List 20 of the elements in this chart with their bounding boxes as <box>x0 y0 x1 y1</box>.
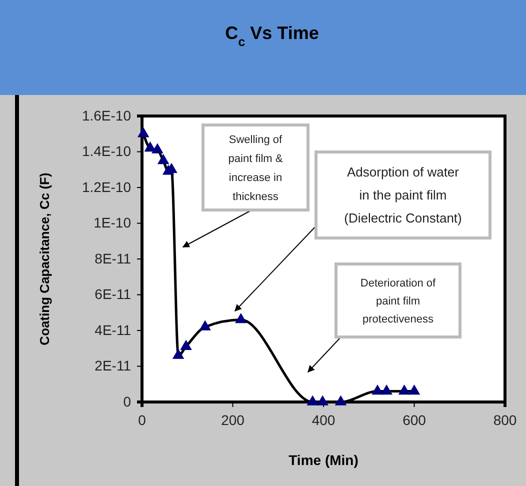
y-tick-label: 2E-11 <box>94 358 132 374</box>
x-tick-label: 400 <box>312 412 336 428</box>
x-axis-title: Time (Min) <box>288 452 358 468</box>
chart-title: C$_{c}$ Vs Time <box>225 23 319 49</box>
y-tick-label: 6E-11 <box>94 286 132 302</box>
x-tick-label: 800 <box>493 412 517 428</box>
x-tick-label: 200 <box>221 412 245 428</box>
annotation: Adsorption of water in the paint film (Dielectric Constant) <box>344 164 462 226</box>
y-tick-label: 1.6E-10 <box>82 107 132 124</box>
x-tick-label: 0 <box>138 412 146 428</box>
y-tick-label: 1.4E-10 <box>82 143 132 160</box>
y-tick-label: 4E-11 <box>94 322 132 338</box>
annotation: Deterioration of paint film protectiveness <box>360 277 437 326</box>
x-tick-label: 600 <box>402 412 426 428</box>
y-tick-label: 0 <box>123 393 132 410</box>
y-axis-title: Coating Capacitance, Cc (F) <box>37 172 52 346</box>
y-tick-label: 8E-11 <box>94 250 132 266</box>
y-tick-label: 1E-10 <box>94 214 132 231</box>
annotation: Swelling of paint film & increase in thickness <box>228 134 284 203</box>
y-tick-label: 1.2E-10 <box>82 178 132 195</box>
